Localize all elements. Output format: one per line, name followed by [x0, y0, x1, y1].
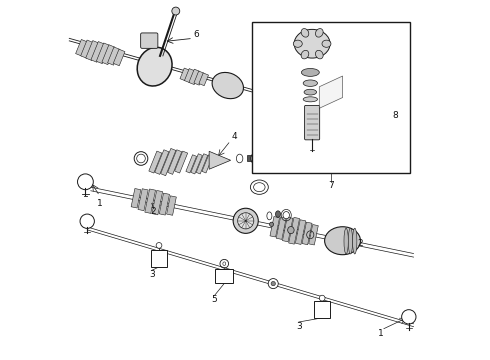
Polygon shape	[159, 193, 170, 215]
Bar	[314, 301, 330, 318]
Polygon shape	[309, 225, 318, 245]
Ellipse shape	[254, 155, 262, 162]
Ellipse shape	[172, 7, 180, 15]
Text: 3: 3	[149, 270, 155, 279]
Polygon shape	[282, 217, 293, 242]
FancyBboxPatch shape	[305, 105, 319, 140]
Polygon shape	[209, 151, 231, 169]
Circle shape	[80, 214, 95, 228]
Ellipse shape	[353, 228, 357, 254]
Circle shape	[77, 174, 93, 190]
Ellipse shape	[301, 68, 319, 76]
Text: 4: 4	[231, 132, 237, 141]
Polygon shape	[196, 154, 208, 174]
Ellipse shape	[238, 213, 254, 229]
Polygon shape	[289, 217, 299, 244]
Ellipse shape	[233, 208, 258, 233]
Polygon shape	[102, 45, 115, 65]
Ellipse shape	[254, 183, 265, 192]
Polygon shape	[302, 222, 312, 245]
Text: 7: 7	[328, 181, 334, 190]
Text: 1: 1	[97, 199, 102, 208]
Polygon shape	[180, 68, 190, 81]
Circle shape	[271, 282, 275, 286]
Ellipse shape	[270, 222, 273, 226]
Circle shape	[268, 279, 278, 289]
Ellipse shape	[324, 227, 361, 255]
Polygon shape	[161, 148, 176, 176]
Ellipse shape	[301, 50, 309, 59]
Bar	[252, 22, 410, 173]
Circle shape	[319, 295, 325, 301]
Polygon shape	[202, 155, 213, 173]
Bar	[151, 250, 167, 267]
Polygon shape	[168, 150, 182, 174]
Polygon shape	[108, 47, 120, 65]
Ellipse shape	[303, 97, 318, 102]
Polygon shape	[191, 154, 202, 174]
Text: 8: 8	[393, 111, 398, 120]
Polygon shape	[319, 76, 343, 108]
Ellipse shape	[251, 152, 265, 165]
Polygon shape	[186, 155, 196, 173]
Polygon shape	[75, 40, 87, 56]
Ellipse shape	[301, 28, 309, 37]
Polygon shape	[295, 220, 306, 244]
Ellipse shape	[344, 228, 348, 254]
Ellipse shape	[212, 72, 244, 99]
Polygon shape	[97, 43, 110, 64]
Text: 2: 2	[357, 239, 363, 248]
Ellipse shape	[275, 211, 280, 217]
Polygon shape	[152, 190, 163, 215]
Text: 2: 2	[151, 207, 156, 216]
Polygon shape	[81, 40, 93, 58]
Polygon shape	[167, 196, 176, 215]
Ellipse shape	[137, 47, 172, 86]
Ellipse shape	[322, 40, 331, 47]
Polygon shape	[149, 151, 162, 173]
Circle shape	[156, 243, 162, 248]
Polygon shape	[113, 49, 125, 66]
Bar	[215, 269, 233, 283]
Ellipse shape	[348, 228, 353, 254]
Ellipse shape	[294, 30, 330, 58]
Ellipse shape	[283, 212, 290, 219]
Polygon shape	[189, 69, 199, 85]
Circle shape	[402, 310, 416, 324]
Polygon shape	[184, 69, 195, 83]
Text: 6: 6	[194, 30, 199, 39]
Ellipse shape	[288, 226, 294, 234]
Bar	[247, 155, 252, 161]
Ellipse shape	[303, 80, 318, 86]
Ellipse shape	[253, 87, 271, 102]
Text: 1: 1	[378, 329, 384, 338]
Ellipse shape	[294, 40, 302, 47]
Polygon shape	[199, 73, 209, 86]
Polygon shape	[276, 217, 286, 239]
Ellipse shape	[316, 50, 323, 59]
Ellipse shape	[304, 89, 317, 95]
Text: 3: 3	[296, 322, 302, 331]
Ellipse shape	[267, 212, 272, 220]
Polygon shape	[91, 41, 104, 62]
Ellipse shape	[137, 154, 146, 163]
Text: 5: 5	[212, 295, 218, 304]
Polygon shape	[86, 41, 99, 60]
Ellipse shape	[223, 262, 226, 265]
Ellipse shape	[250, 219, 255, 225]
Ellipse shape	[236, 154, 243, 163]
Polygon shape	[155, 150, 169, 174]
FancyBboxPatch shape	[141, 33, 158, 48]
Polygon shape	[145, 189, 155, 213]
Polygon shape	[131, 189, 141, 208]
Polygon shape	[194, 71, 204, 85]
Polygon shape	[174, 151, 188, 173]
Polygon shape	[138, 189, 148, 211]
Polygon shape	[270, 217, 280, 237]
Ellipse shape	[316, 28, 323, 37]
